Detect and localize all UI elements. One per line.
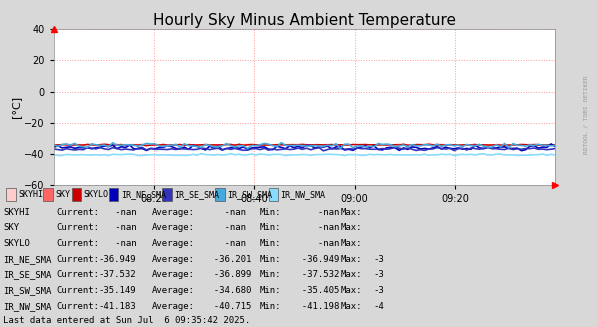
Text: -nan: -nan [203,223,246,232]
Text: -37.532: -37.532 [291,270,340,280]
Text: Max:: Max: [340,239,362,248]
Text: SKYLO: SKYLO [84,190,109,199]
Text: -40.715: -40.715 [203,302,251,311]
Text: -nan: -nan [99,239,136,248]
Y-axis label: [°C]: [°C] [11,96,21,118]
Text: Max:: Max: [340,223,362,232]
Text: IR_SE_SMA: IR_SE_SMA [174,190,219,199]
Text: Average:: Average: [152,302,195,311]
Text: Current:: Current: [57,286,100,295]
Text: Last data entered at Sun Jul  6 09:35:42 2025.: Last data entered at Sun Jul 6 09:35:42 … [3,316,250,325]
Text: Average:: Average: [152,286,195,295]
Text: Min:: Min: [260,286,281,295]
Text: SKY: SKY [3,223,19,232]
Text: -nan: -nan [99,223,136,232]
Text: Max:: Max: [340,302,362,311]
Text: Current:: Current: [57,208,100,217]
Text: Max:: Max: [340,208,362,217]
Title: Hourly Sky Minus Ambient Temperature: Hourly Sky Minus Ambient Temperature [153,13,456,28]
Text: -35.405: -35.405 [291,286,340,295]
Text: -36.949: -36.949 [291,255,340,264]
Text: Max:: Max: [340,270,362,280]
Text: -nan: -nan [291,239,340,248]
Text: -nan: -nan [291,223,340,232]
Text: -35.149: -35.149 [99,286,136,295]
Text: SKYHI: SKYHI [18,190,43,199]
Text: IR_SE_SMA: IR_SE_SMA [3,270,51,280]
Text: IR_SW_SMA: IR_SW_SMA [3,286,51,295]
Text: -3: -3 [373,270,384,280]
Text: Current:: Current: [57,223,100,232]
Text: Min:: Min: [260,223,281,232]
Text: IR_NW_SMA: IR_NW_SMA [281,190,325,199]
Text: -4: -4 [373,302,384,311]
Text: Min:: Min: [260,255,281,264]
Text: IR_NE_SMA: IR_NE_SMA [121,190,166,199]
Text: SKY: SKY [55,190,70,199]
Text: Min:: Min: [260,208,281,217]
Text: IR_SW_SMA: IR_SW_SMA [227,190,272,199]
Text: RDTOOL / TOBI OETIKER: RDTOOL / TOBI OETIKER [584,75,589,154]
Text: -3: -3 [373,255,384,264]
Text: Max:: Max: [340,286,362,295]
Text: -37.532: -37.532 [99,270,136,280]
Text: Min:: Min: [260,302,281,311]
Text: -41.198: -41.198 [291,302,340,311]
Text: Average:: Average: [152,255,195,264]
Text: Max:: Max: [340,255,362,264]
Text: Min:: Min: [260,270,281,280]
Text: Min:: Min: [260,239,281,248]
Text: Current:: Current: [57,270,100,280]
Text: -3: -3 [373,286,384,295]
Text: SKYHI: SKYHI [3,208,30,217]
Text: -nan: -nan [99,208,136,217]
Text: IR_NW_SMA: IR_NW_SMA [3,302,51,311]
Text: Average:: Average: [152,208,195,217]
Text: -41.183: -41.183 [99,302,136,311]
Text: IR_NE_SMA: IR_NE_SMA [3,255,51,264]
Text: -nan: -nan [203,239,246,248]
Text: -34.680: -34.680 [203,286,251,295]
Text: -nan: -nan [291,208,340,217]
Text: Average:: Average: [152,223,195,232]
Text: Average:: Average: [152,239,195,248]
Text: Average:: Average: [152,270,195,280]
Text: Current:: Current: [57,239,100,248]
Text: Current:: Current: [57,302,100,311]
Text: SKYLO: SKYLO [3,239,30,248]
Text: -nan: -nan [203,208,246,217]
Text: -36.201: -36.201 [203,255,251,264]
Text: Current:: Current: [57,255,100,264]
Text: -36.949: -36.949 [99,255,136,264]
Text: -36.899: -36.899 [203,270,251,280]
